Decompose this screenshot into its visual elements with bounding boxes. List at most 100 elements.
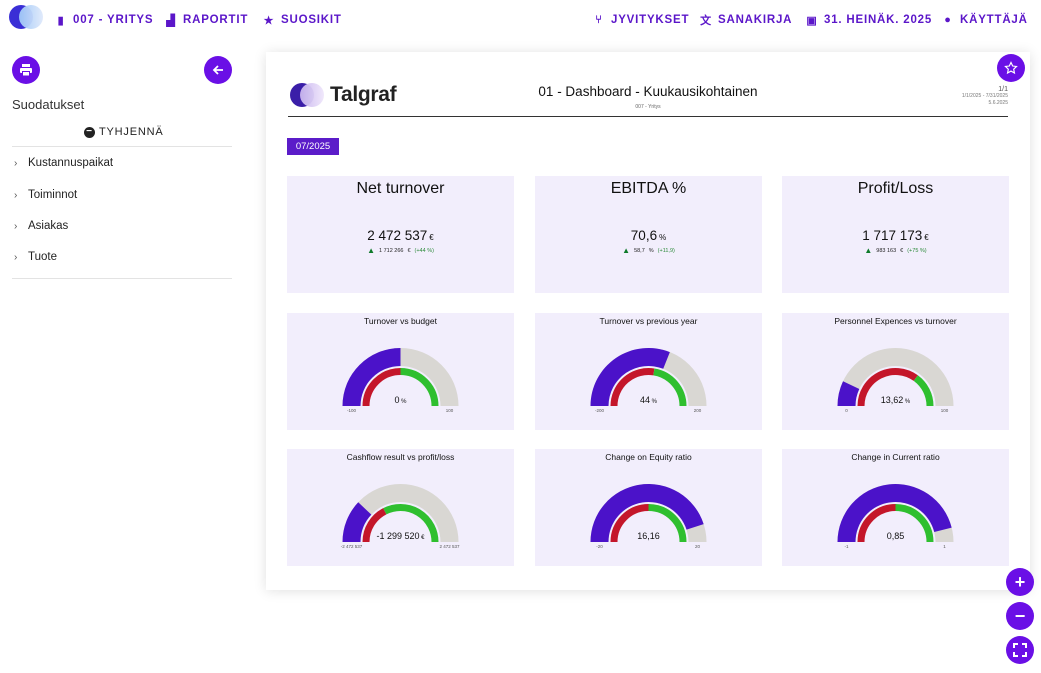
nav-favorites[interactable]: ★ SUOSIKIT bbox=[263, 14, 342, 27]
filter-cost-centers[interactable]: › Kustannuspaikat bbox=[14, 157, 114, 169]
zoom-in-button[interactable]: + bbox=[1006, 568, 1034, 596]
gauge-card: Turnover vs budget 0 % -100 100 bbox=[287, 313, 514, 430]
divider bbox=[12, 278, 232, 279]
nav-user[interactable]: ● KÄYTTÄJÄ bbox=[942, 12, 1028, 28]
building-icon: ▮ bbox=[57, 14, 65, 27]
gauge-min-label: -100 bbox=[346, 408, 356, 413]
gauge-chart bbox=[342, 348, 459, 407]
gauge-title: Personnel Expences vs turnover bbox=[834, 316, 957, 326]
print-button[interactable] bbox=[12, 56, 40, 84]
brand-logo-icon bbox=[290, 82, 324, 108]
divider bbox=[12, 146, 232, 147]
minus-circle-icon: − bbox=[84, 126, 95, 138]
translate-icon: 文 bbox=[700, 15, 712, 27]
gauge-value: 44 % bbox=[639, 395, 658, 405]
app-logo[interactable] bbox=[9, 5, 45, 29]
gauge-value: -1 299 520 € bbox=[376, 531, 425, 541]
gauge-max-label: 20 bbox=[694, 544, 700, 549]
triangle-up-icon: ▲ bbox=[622, 246, 631, 255]
minus-icon: − bbox=[1014, 605, 1026, 626]
kpi-card-net-turnover: Net turnover 2 472 537 € ▲ 1 712 266 € (+44 … bbox=[287, 176, 514, 293]
gauge-value-arc bbox=[590, 348, 670, 406]
nav-allocations[interactable]: ⑂ JYVITYKSET bbox=[593, 12, 689, 28]
gauge-negative-arc bbox=[610, 504, 649, 543]
gauge-card: Personnel Expences vs turnover 13,62 % 0 10… bbox=[782, 313, 1009, 430]
gauge-chart bbox=[590, 348, 707, 407]
gauge-title: Turnover vs budget bbox=[364, 316, 437, 326]
bar-chart-icon: ▟ bbox=[166, 14, 176, 27]
print-date: 5.6.2025 bbox=[988, 100, 1008, 106]
fork-icon: ⑂ bbox=[595, 14, 603, 26]
report-subtitle: 007 - Yritys bbox=[635, 104, 661, 110]
kpi-delta: ▲ 983 163 € (+75 %) bbox=[864, 246, 927, 255]
gauge-max-label: 200 bbox=[693, 408, 702, 413]
collapse-sidebar-button[interactable] bbox=[204, 56, 232, 84]
gauge-card: Turnover vs previous year 44 % -200 200 bbox=[535, 313, 762, 430]
nav-dictionary[interactable]: 文 SANAKIRJA bbox=[700, 14, 793, 27]
fullscreen-button[interactable] bbox=[1006, 636, 1034, 664]
gauge-card: Change on Equity ratio 16,16 -20 20 bbox=[535, 449, 762, 566]
gauge-value-arc bbox=[342, 502, 372, 542]
gauge-max-label: 1 bbox=[943, 544, 946, 549]
report-brand: Talgraf bbox=[290, 82, 397, 108]
kpi-delta: ▲ 58,7% (+11,9) bbox=[622, 246, 675, 255]
gauge-negative-arc bbox=[857, 368, 918, 407]
gauge-value: 0,85 bbox=[886, 531, 905, 541]
filter-customer[interactable]: › Asiakas bbox=[14, 220, 69, 232]
gauge-positive-arc bbox=[648, 504, 687, 543]
chevron-right-icon: › bbox=[14, 157, 18, 169]
report-meta: 1/1 1/1/2025 - 7/31/2025 5.6.2025 bbox=[962, 86, 1008, 107]
gauge-title: Change on Equity ratio bbox=[605, 452, 692, 462]
gauge-card: Change in Current ratio 0,85 -1 1 bbox=[782, 449, 1009, 566]
header-rule bbox=[288, 116, 1008, 117]
gauge-min-label: -20 bbox=[596, 544, 603, 549]
plus-icon: + bbox=[1014, 571, 1026, 592]
kpi-value: 70,6% bbox=[630, 228, 667, 243]
star-outline-icon bbox=[1004, 61, 1018, 75]
chevron-right-icon: › bbox=[14, 251, 18, 263]
gauge-negative-arc bbox=[362, 368, 401, 407]
gauge-positive-arc bbox=[913, 375, 934, 407]
date-range: 1/1/2025 - 7/31/2025 bbox=[961, 93, 1008, 99]
clear-filters-button[interactable]: − TYHJENNÄ bbox=[84, 126, 163, 138]
kpi-delta: ▲ 1 712 266 € (+44 %) bbox=[367, 246, 434, 255]
gauge-positive-arc bbox=[383, 504, 439, 543]
gauge-track bbox=[342, 484, 459, 542]
kpi-title: EBITDA % bbox=[610, 180, 687, 197]
gauge-max-label: 2 472 537 bbox=[439, 544, 460, 549]
gauge-negative-arc bbox=[610, 368, 655, 407]
nav-date[interactable]: ▣ 31. HEINÄK. 2025 bbox=[806, 14, 933, 27]
gauge-value-arc bbox=[837, 484, 952, 542]
kpi-card-profit-loss: Profit/Loss 1 717 173 € ▲ 983 163 € (+75 %) bbox=[782, 176, 1009, 293]
gauge-min-label: -200 bbox=[594, 408, 604, 413]
gauge-min-label: -1 bbox=[844, 544, 849, 549]
triangle-up-icon: ▲ bbox=[864, 246, 873, 255]
gauge-card: Cashflow result vs profit/loss -1 299 520… bbox=[287, 449, 514, 566]
star-icon: ★ bbox=[263, 14, 275, 27]
triangle-up-icon: ▲ bbox=[367, 246, 375, 255]
gauge-value-arc bbox=[590, 483, 704, 542]
fullscreen-icon bbox=[1013, 643, 1027, 657]
calendar-icon: ▣ bbox=[806, 14, 818, 27]
gauge-chart bbox=[342, 484, 459, 543]
filter-product[interactable]: › Tuote bbox=[14, 251, 57, 263]
gauge-positive-arc bbox=[653, 368, 687, 407]
gauge-min-label: 0 bbox=[845, 408, 848, 413]
kpi-value: 1 717 173 € bbox=[862, 228, 929, 243]
kpi-title: Net turnover bbox=[356, 180, 445, 197]
favorite-report-button[interactable] bbox=[997, 54, 1025, 82]
gauge-title: Change in Current ratio bbox=[851, 452, 940, 462]
gauge-negative-arc bbox=[857, 504, 896, 543]
user-icon: ● bbox=[944, 14, 952, 26]
filter-functions[interactable]: › Toiminnot bbox=[14, 189, 78, 201]
nav-company[interactable]: ▮ 007 - YRITYS bbox=[55, 12, 153, 28]
nav-reports[interactable]: ▟ RAPORTIT bbox=[166, 14, 249, 27]
kpi-title: Profit/Loss bbox=[857, 180, 934, 197]
gauge-track bbox=[837, 348, 954, 406]
gauge-chart bbox=[590, 483, 707, 543]
zoom-out-button[interactable]: − bbox=[1006, 602, 1034, 630]
kpi-value: 2 472 537 € bbox=[367, 228, 434, 243]
report-title: 01 - Dashboard - Kuukausikohtainen bbox=[538, 84, 758, 99]
chevron-right-icon: › bbox=[14, 189, 18, 201]
gauge-value-arc bbox=[837, 381, 860, 406]
